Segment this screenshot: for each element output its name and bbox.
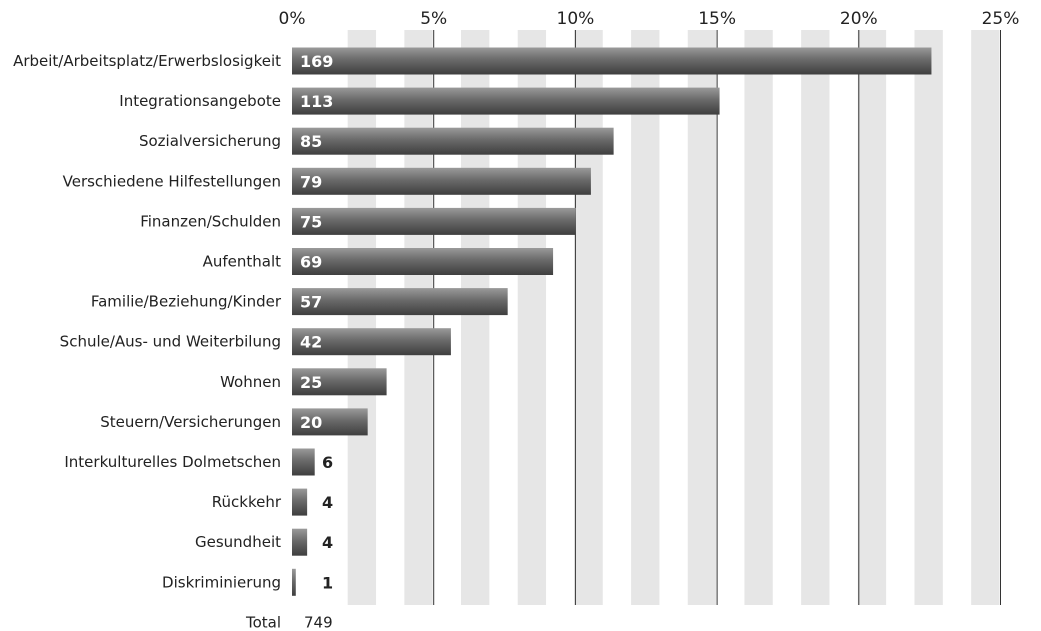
category-label: Integrationsangebote [119, 92, 281, 110]
value-labels: 169 113 85 79 75 69 57 42 25 20 6 4 4 1 [300, 52, 333, 592]
category-label: Wohnen [220, 373, 281, 391]
category-label: Steuern/Versicherungen [100, 413, 281, 431]
bar [292, 448, 315, 476]
category-label: Verschiedene Hilfestellungen [63, 172, 281, 190]
bar [292, 288, 508, 316]
bar [292, 87, 720, 115]
category-label: Diskriminierung [162, 573, 281, 591]
value-label: 4 [322, 493, 333, 512]
grid-band [461, 30, 490, 605]
value-label: 69 [300, 253, 322, 272]
total-value: 749 [304, 613, 333, 631]
x-tick-label: 15% [698, 9, 736, 29]
x-tick-label: 0% [279, 9, 306, 29]
bar [292, 528, 308, 556]
x-tick-label: 20% [840, 9, 878, 29]
bar [292, 248, 554, 275]
value-label: 42 [300, 333, 322, 352]
grid-band [857, 30, 887, 605]
bar [292, 488, 308, 516]
category-label: Rückkehr [212, 493, 282, 511]
gridlines [433, 30, 1001, 605]
category-label: Arbeit/Arbeitsplatz/Erwerbslosigkeit [13, 52, 281, 70]
grid-band [914, 30, 943, 605]
value-label: 75 [300, 212, 322, 231]
total-label: Total [245, 613, 281, 631]
grid-band [971, 30, 1000, 605]
bar [292, 207, 576, 235]
value-label: 20 [300, 413, 322, 432]
category-label: Gesundheit [195, 533, 281, 551]
category-label: Sozialversicherung [139, 132, 281, 150]
bar [292, 568, 296, 596]
value-label: 79 [300, 172, 322, 191]
category-label: Schule/Aus- und Weiterbilung [60, 333, 281, 351]
x-tick-label: 5% [420, 9, 447, 29]
grid-bands [347, 30, 1000, 605]
x-tick-label: 10% [557, 9, 595, 29]
value-label: 113 [300, 92, 333, 111]
category-labels: Arbeit/Arbeitsplatz/Erwerbslosigkeit Inte… [13, 52, 282, 591]
grid-band [687, 30, 717, 605]
bars [292, 47, 932, 596]
bar [292, 408, 368, 436]
category-label: Interkulturelles Dolmetschen [64, 453, 281, 471]
bar [292, 47, 932, 75]
grid-band [517, 30, 547, 605]
value-label: 1 [322, 573, 333, 592]
grid-band [404, 30, 433, 605]
x-tick-label: 25% [982, 9, 1020, 29]
value-label: 57 [300, 293, 322, 312]
value-label: 25 [300, 373, 322, 392]
grid-band [744, 30, 773, 605]
bar [292, 127, 614, 155]
value-label: 169 [300, 52, 333, 71]
bar [292, 368, 387, 396]
value-label: 85 [300, 132, 322, 151]
category-label: Familie/Beziehung/Kinder [91, 293, 282, 311]
value-label: 6 [322, 453, 333, 472]
category-label: Finanzen/Schulden [140, 212, 281, 230]
grid-band [801, 30, 830, 605]
value-label: 4 [322, 533, 333, 552]
bar [292, 167, 591, 195]
grid-band [574, 30, 603, 605]
x-axis-ticks: 0% 5% 10% 15% 20% 25% [279, 9, 1020, 29]
category-label: Aufenthalt [203, 253, 282, 271]
grid-band [347, 30, 377, 605]
bar [292, 328, 451, 356]
grid-band [631, 30, 660, 605]
